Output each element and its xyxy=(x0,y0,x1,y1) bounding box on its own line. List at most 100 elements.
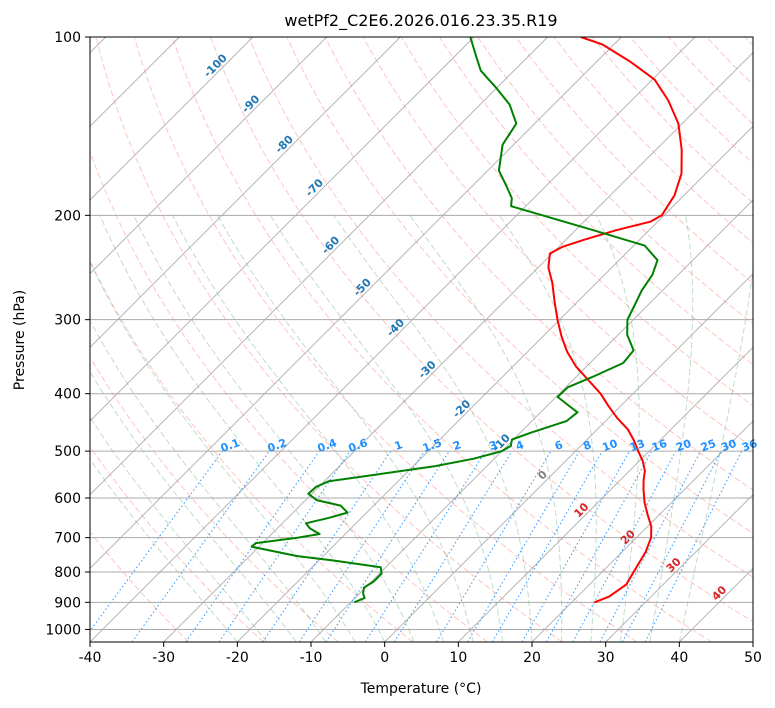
dry-adiabat xyxy=(90,531,190,642)
y-axis-label: Pressure (hPa) xyxy=(12,290,28,390)
dry-adiabat xyxy=(95,37,563,642)
y-tick-label: 900 xyxy=(54,595,81,611)
mixing-ratio-label: 1.5 xyxy=(421,436,444,455)
moist-adiabat xyxy=(99,215,386,642)
isotherm-line xyxy=(310,199,753,642)
moist-adiabat xyxy=(333,215,533,642)
x-tick-label: -40 xyxy=(79,650,102,666)
dry-adiabat xyxy=(210,37,753,623)
moist-adiabat xyxy=(678,265,753,642)
moist-adiabat xyxy=(90,370,297,642)
isotherm-label: -80 xyxy=(273,132,296,155)
moist-adiabat xyxy=(133,215,415,642)
mixing-ratio-line xyxy=(393,450,513,642)
mixing-ratio-line xyxy=(262,450,392,642)
isotherm-line xyxy=(90,37,327,275)
mixing-ratio-labels: 0.1 0.2 0.4 0.6 1 1.5 2 3 4 6 8 10 13 16 20 25 30 36 xyxy=(219,436,760,455)
mixing-ratio-label: 36 xyxy=(740,437,759,455)
isotherm-line xyxy=(90,37,622,569)
pressure-gridlines xyxy=(90,37,753,630)
y-tick-label: 600 xyxy=(54,491,81,507)
dry-adiabat xyxy=(400,37,753,407)
isotherm-label: -20 xyxy=(450,397,473,420)
isotherm-line xyxy=(90,37,548,496)
x-tick-label: -20 xyxy=(226,650,249,666)
mixing-ratio-line xyxy=(90,450,223,632)
mixing-ratio-label: 6 xyxy=(553,438,565,453)
mixing-ratio-label: 0.4 xyxy=(316,436,339,455)
x-tick-label: 40 xyxy=(670,650,688,666)
x-axis: -40 -30 -20 -10 0 10 20 30 40 50 xyxy=(79,642,762,666)
y-tick-label: 800 xyxy=(54,565,81,581)
dry-adiabat xyxy=(668,37,753,125)
y-tick-label: 400 xyxy=(54,387,81,403)
isotherm-line xyxy=(90,37,254,201)
mixing-ratio-line xyxy=(644,450,743,642)
dry-adiabat xyxy=(171,37,712,642)
isotherm-line xyxy=(605,494,753,642)
mixing-ratio-label: 20 xyxy=(674,437,693,455)
mixing-ratio-line xyxy=(467,450,580,642)
y-tick-label: 200 xyxy=(54,208,81,224)
mixing-ratio-label: 8 xyxy=(581,438,593,453)
dry-adiabat xyxy=(90,356,339,642)
x-tick-label: 30 xyxy=(597,650,615,666)
x-tick-label: -10 xyxy=(300,650,323,666)
moist-adiabat xyxy=(499,215,597,642)
mixing-ratio-label: 10 xyxy=(601,437,620,455)
mixing-ratio-line xyxy=(298,450,425,642)
isotherm-label: -70 xyxy=(303,176,326,199)
y-tick-label: 700 xyxy=(54,531,81,547)
mixing-ratio-label: 3 xyxy=(487,438,499,453)
isotherm-line xyxy=(458,346,753,642)
dewpoint-profile xyxy=(250,37,659,604)
isotherm-line xyxy=(237,125,753,642)
chart-title: wetPf2_C2E6.2026.016.23.35.R19 xyxy=(284,11,557,31)
mixing-ratio-line xyxy=(218,450,351,642)
x-tick-label: 0 xyxy=(380,650,389,666)
isotherm-line xyxy=(90,37,696,642)
mixing-ratio-label: 0.6 xyxy=(347,436,370,455)
mixing-ratio-line xyxy=(545,450,653,642)
mixing-ratio-label: 0.2 xyxy=(266,436,289,455)
isotherm-line xyxy=(679,567,753,642)
y-tick-label: 500 xyxy=(54,444,81,460)
isotherm-line xyxy=(384,273,753,642)
dry-adiabat xyxy=(248,37,753,578)
moist-adiabat xyxy=(90,458,238,642)
isotherm-line xyxy=(90,37,401,348)
moist-adiabat xyxy=(217,215,474,642)
dry-adiabat xyxy=(744,37,753,47)
mixing-ratio-line xyxy=(364,450,486,642)
dry-adiabat xyxy=(438,37,753,366)
x-tick-label: 20 xyxy=(523,650,541,666)
plot-frame xyxy=(89,36,754,643)
background-lines xyxy=(90,37,753,642)
mixing-ratio-label: 13 xyxy=(628,437,647,454)
isotherm-line xyxy=(531,420,753,642)
moist-adiabat xyxy=(172,215,445,642)
isotherm-label: -60 xyxy=(319,233,342,256)
dry-adiabat xyxy=(133,37,638,642)
moist-adiabat xyxy=(90,260,356,642)
temperature-profile xyxy=(547,37,683,604)
mixing-ratio-label: 30 xyxy=(719,437,738,455)
isotherm-label: -100 xyxy=(201,51,230,80)
y-tick-label: 300 xyxy=(54,313,81,329)
isotherm-label: 10 xyxy=(571,500,591,520)
dry-adiabat xyxy=(90,445,264,642)
mixing-ratio-line xyxy=(435,450,552,642)
dry-adiabat xyxy=(515,37,753,284)
y-axis: 100 200 300 400 500 600 700 800 900 1000 xyxy=(45,30,90,638)
x-tick-label: 10 xyxy=(449,650,467,666)
mixing-ratio-line xyxy=(572,450,677,642)
isotherm-line xyxy=(752,641,753,642)
mixing-ratio-label: 0.1 xyxy=(219,436,242,455)
moist-adiabat xyxy=(649,215,694,642)
isotherm-label: 40 xyxy=(709,583,729,603)
mixing-ratio-label: 4 xyxy=(514,438,526,453)
dry-adiabat xyxy=(90,259,414,642)
profiles xyxy=(250,37,683,604)
dry-adiabat xyxy=(706,37,753,86)
